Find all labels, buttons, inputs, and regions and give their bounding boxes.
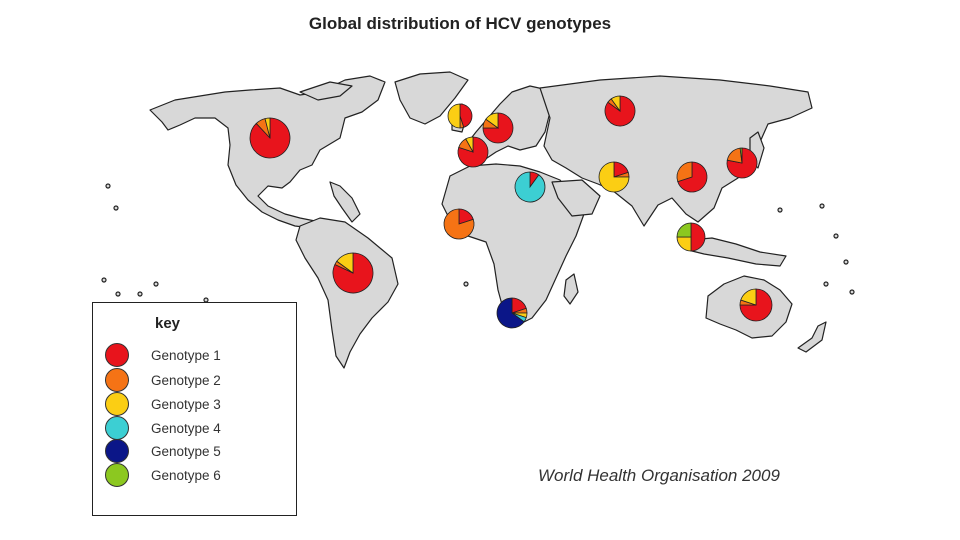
pie-slice-genotype-1 [459, 103, 473, 128]
atlantic-island [113, 205, 119, 211]
legend-swatch [105, 343, 129, 367]
pacific-island [819, 203, 825, 209]
pacific-island [101, 277, 107, 283]
pie-slice-genotype-3 [740, 288, 757, 306]
legend-swatch [105, 463, 129, 487]
atlantic-island [105, 183, 111, 189]
pie-china [676, 161, 708, 193]
pie-slice-genotype-2 [443, 208, 475, 240]
pie-northern-europe [482, 112, 514, 144]
pie-slice-genotype-1 [482, 112, 514, 144]
pie-slice-genotype-3 [676, 236, 692, 252]
pie-slice-genotype-3 [465, 136, 474, 153]
pacific-island [115, 291, 121, 297]
pie-slice-genotype-3 [447, 103, 461, 129]
legend-item: Genotype 2 [105, 368, 221, 392]
pacific-island [849, 289, 855, 295]
pie-north-america [249, 117, 291, 159]
source-credit: World Health Organisation 2009 [538, 466, 780, 485]
pacific-island [137, 291, 143, 297]
legend-label: Genotype 6 [151, 467, 221, 483]
genotype-pies [249, 95, 773, 329]
legend-item: Genotype 4 [105, 416, 221, 440]
greenland-landmass [394, 71, 469, 125]
pie-slice-genotype-3 [610, 95, 621, 113]
pie-south-asia [598, 161, 630, 193]
pie-russia [604, 95, 636, 127]
arctic-islands [299, 81, 353, 101]
legend-swatch [105, 368, 129, 392]
pie-southern-europe [457, 136, 489, 168]
pie-slice-genotype-2 [676, 161, 693, 183]
arabia-landmass [551, 179, 601, 217]
pacific-island [153, 281, 159, 287]
pie-slice-genotype-3 [336, 252, 354, 274]
africa-landmass [441, 163, 585, 327]
pie-south-america [332, 252, 374, 294]
pacific-island [823, 281, 829, 287]
atlantic-island [463, 281, 469, 287]
legend-title: key [155, 315, 181, 332]
pie-slice-genotype-6 [739, 147, 743, 164]
pie-slice-genotype-1 [690, 222, 706, 252]
legend-label: Genotype 3 [151, 396, 221, 412]
legend-item: Genotype 1 [105, 343, 221, 367]
pie-south-africa [496, 297, 528, 329]
pie-slice-genotype-1 [739, 288, 773, 322]
pie-west-africa [443, 208, 475, 240]
legend-swatch [105, 416, 129, 440]
pacific-island [843, 259, 849, 265]
legend-swatch [105, 439, 129, 463]
pie-slice-genotype-6 [676, 222, 692, 238]
pie-slice-genotype-3 [485, 112, 499, 129]
legend-item: Genotype 3 [105, 392, 221, 416]
south-america-landmass [295, 217, 399, 369]
legend-item: Genotype 6 [105, 463, 221, 487]
pie-slice-genotype-1 [726, 147, 758, 179]
indonesia-islands [687, 237, 787, 267]
pacific-island [833, 233, 839, 239]
pie-slice-genotype-3 [598, 161, 630, 193]
pie-australia [739, 288, 773, 322]
legend-swatch [105, 392, 129, 416]
pie-slice-genotype-5 [496, 297, 525, 329]
map-title: Global distribution of HCV genotypes [308, 14, 612, 33]
legend-label: Genotype 4 [151, 420, 221, 436]
madagascar-landmass [563, 273, 579, 305]
legend-item: Genotype 5 [105, 439, 221, 463]
pie-japan [726, 147, 758, 179]
pacific-island [777, 207, 783, 213]
legend-label: Genotype 2 [151, 372, 221, 388]
pie-egypt [514, 171, 546, 203]
legend-label: Genotype 1 [151, 347, 221, 363]
caribbean-islands [329, 181, 361, 223]
pie-southeast-asia [676, 222, 706, 252]
legend-label: Genotype 5 [151, 443, 221, 459]
new-zealand-landmass [797, 321, 827, 353]
pie-uk [447, 103, 473, 129]
legend-box: key Genotype 1 Genotype 2 Genotype 3 Gen… [92, 302, 297, 516]
pie-slice-genotype-3 [264, 117, 271, 139]
pie-slice-genotype-4 [514, 171, 546, 203]
